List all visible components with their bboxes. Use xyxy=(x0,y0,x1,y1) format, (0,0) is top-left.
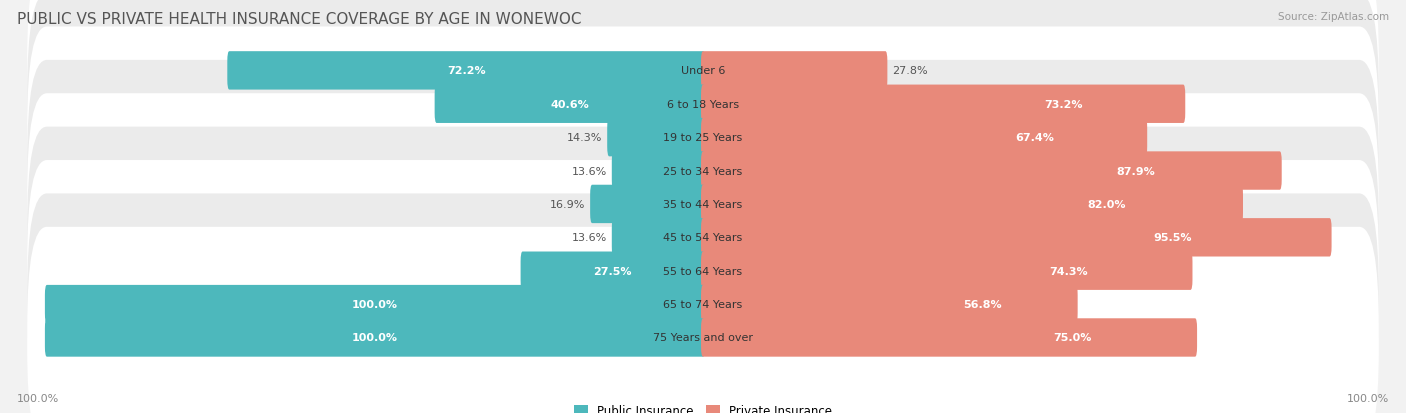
Text: 74.3%: 74.3% xyxy=(1049,266,1088,276)
Text: 72.2%: 72.2% xyxy=(447,66,485,76)
Text: 65 to 74 Years: 65 to 74 Years xyxy=(664,299,742,309)
FancyBboxPatch shape xyxy=(27,27,1379,248)
Text: PUBLIC VS PRIVATE HEALTH INSURANCE COVERAGE BY AGE IN WONEWOC: PUBLIC VS PRIVATE HEALTH INSURANCE COVER… xyxy=(17,12,581,27)
Text: 14.3%: 14.3% xyxy=(567,133,603,143)
FancyBboxPatch shape xyxy=(45,318,704,357)
Text: 67.4%: 67.4% xyxy=(1015,133,1054,143)
FancyBboxPatch shape xyxy=(27,194,1379,413)
FancyBboxPatch shape xyxy=(612,218,704,257)
Text: 87.9%: 87.9% xyxy=(1116,166,1154,176)
FancyBboxPatch shape xyxy=(702,252,1192,290)
FancyBboxPatch shape xyxy=(27,161,1379,382)
Legend: Public Insurance, Private Insurance: Public Insurance, Private Insurance xyxy=(569,399,837,413)
Text: 40.6%: 40.6% xyxy=(550,100,589,109)
FancyBboxPatch shape xyxy=(702,218,1331,257)
FancyBboxPatch shape xyxy=(607,119,704,157)
Text: 95.5%: 95.5% xyxy=(1154,233,1192,243)
FancyBboxPatch shape xyxy=(45,285,704,323)
Text: 13.6%: 13.6% xyxy=(572,233,607,243)
Text: 100.0%: 100.0% xyxy=(352,333,398,343)
Text: 75 Years and over: 75 Years and over xyxy=(652,333,754,343)
Text: 100.0%: 100.0% xyxy=(17,393,59,403)
FancyBboxPatch shape xyxy=(702,52,887,90)
Text: 100.0%: 100.0% xyxy=(1347,393,1389,403)
FancyBboxPatch shape xyxy=(434,85,704,123)
FancyBboxPatch shape xyxy=(228,52,704,90)
Text: 55 to 64 Years: 55 to 64 Years xyxy=(664,266,742,276)
FancyBboxPatch shape xyxy=(702,285,1077,323)
FancyBboxPatch shape xyxy=(27,61,1379,282)
Text: 16.9%: 16.9% xyxy=(550,199,585,209)
FancyBboxPatch shape xyxy=(612,152,704,190)
Text: 27.8%: 27.8% xyxy=(891,66,928,76)
FancyBboxPatch shape xyxy=(520,252,704,290)
Text: Source: ZipAtlas.com: Source: ZipAtlas.com xyxy=(1278,12,1389,22)
FancyBboxPatch shape xyxy=(27,127,1379,348)
Text: 56.8%: 56.8% xyxy=(963,299,1002,309)
Text: 27.5%: 27.5% xyxy=(593,266,633,276)
FancyBboxPatch shape xyxy=(702,85,1185,123)
FancyBboxPatch shape xyxy=(27,94,1379,315)
Text: 100.0%: 100.0% xyxy=(352,299,398,309)
Text: 73.2%: 73.2% xyxy=(1045,100,1083,109)
FancyBboxPatch shape xyxy=(591,185,704,223)
FancyBboxPatch shape xyxy=(27,227,1379,413)
Text: 13.6%: 13.6% xyxy=(572,166,607,176)
Text: 45 to 54 Years: 45 to 54 Years xyxy=(664,233,742,243)
FancyBboxPatch shape xyxy=(27,0,1379,182)
FancyBboxPatch shape xyxy=(27,0,1379,215)
FancyBboxPatch shape xyxy=(702,318,1197,357)
FancyBboxPatch shape xyxy=(702,185,1243,223)
Text: 75.0%: 75.0% xyxy=(1053,333,1091,343)
Text: 25 to 34 Years: 25 to 34 Years xyxy=(664,166,742,176)
Text: 82.0%: 82.0% xyxy=(1087,199,1126,209)
FancyBboxPatch shape xyxy=(702,119,1147,157)
FancyBboxPatch shape xyxy=(702,152,1282,190)
Text: 19 to 25 Years: 19 to 25 Years xyxy=(664,133,742,143)
Text: 6 to 18 Years: 6 to 18 Years xyxy=(666,100,740,109)
Text: Under 6: Under 6 xyxy=(681,66,725,76)
Text: 35 to 44 Years: 35 to 44 Years xyxy=(664,199,742,209)
